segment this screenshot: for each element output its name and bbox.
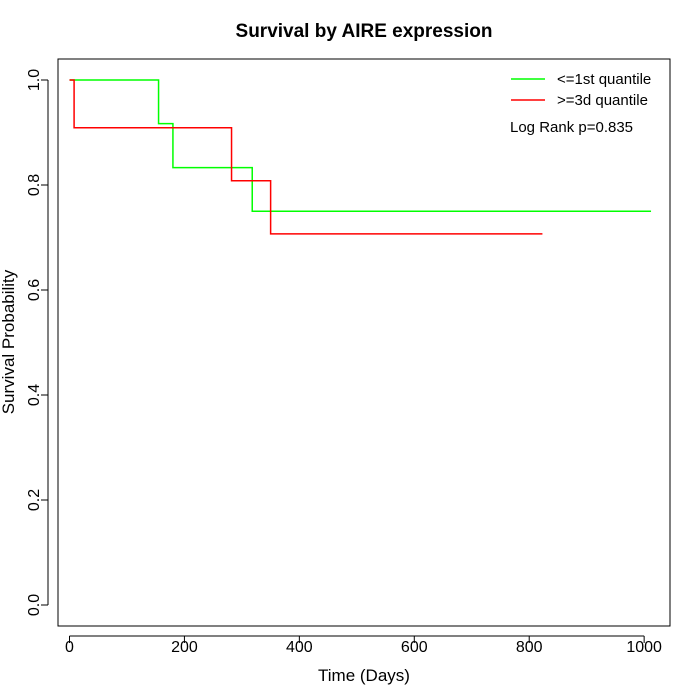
legend-label: <=1st quantile — [557, 71, 651, 88]
legend: <=1st quantile >=3d quantile — [511, 71, 651, 109]
x-tick-label: 600 — [401, 639, 428, 656]
x-axis-label: Time (Days) — [318, 666, 410, 685]
log-rank-annotation: Log Rank p=0.835 — [510, 119, 633, 136]
x-tick-label: 0 — [65, 639, 74, 656]
y-tick-label: 0.2 — [26, 489, 43, 511]
series-layer — [69, 79, 652, 235]
y-axis: 0.0 0.2 0.4 0.6 0.8 1.0 — [26, 69, 49, 616]
x-tick-label: 400 — [286, 639, 313, 656]
legend-label: >=3d quantile — [557, 92, 648, 109]
plot-frame — [57, 58, 671, 627]
series-line — [69, 79, 543, 235]
x-tick-label: 800 — [516, 639, 543, 656]
x-axis: 0 200 400 600 800 1000 — [65, 635, 662, 656]
chart-title: Survival by AIRE expression — [236, 21, 493, 42]
y-tick-label: 0.8 — [26, 174, 43, 196]
y-tick-label: 0.6 — [26, 279, 43, 301]
x-tick-label: 1000 — [626, 639, 662, 656]
x-tick-label: 200 — [171, 639, 198, 656]
y-axis-label: Survival Probability — [0, 269, 18, 414]
y-tick-label: 0.0 — [26, 594, 43, 616]
y-tick-label: 1.0 — [26, 69, 43, 91]
series-line — [69, 79, 652, 212]
y-tick-label: 0.4 — [26, 384, 43, 406]
